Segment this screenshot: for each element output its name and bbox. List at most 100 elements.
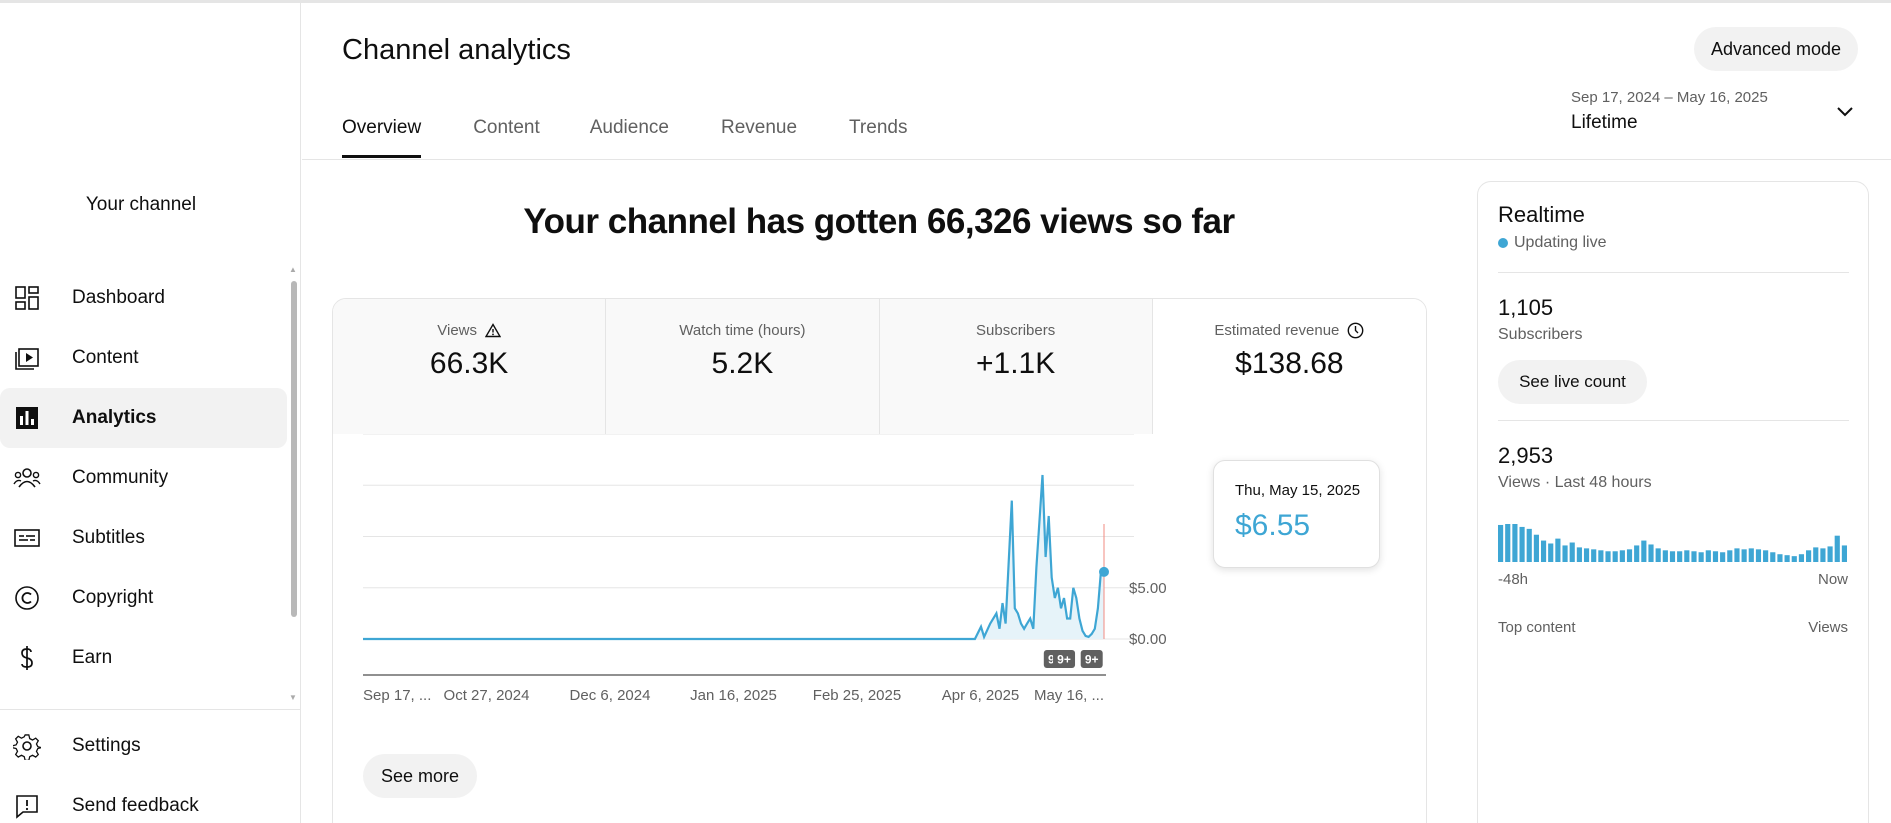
realtime-bar[interactable] — [1698, 552, 1704, 562]
chart-annotation-badge[interactable]: 9+ — [1053, 650, 1076, 668]
sidebar-item-settings[interactable]: Settings — [0, 716, 287, 776]
realtime-bar[interactable] — [1634, 545, 1640, 562]
chart-y-tick-label: $0.00 — [1129, 631, 1167, 648]
sidebar-nav: Dashboard Content Analytics Community Subtit… — [0, 268, 290, 688]
sidebar-item-label: Send feedback — [72, 795, 199, 816]
metric-subscribers[interactable]: Subscribers +1.1K — [879, 299, 1153, 434]
realtime-bar[interactable] — [1827, 546, 1833, 562]
chart-x-tick-label: Apr 6, 2025 — [942, 687, 1020, 704]
realtime-bar[interactable] — [1813, 547, 1819, 562]
realtime-bar[interactable] — [1598, 550, 1604, 562]
realtime-bar[interactable] — [1669, 551, 1676, 562]
realtime-bar[interactable] — [1533, 534, 1539, 562]
realtime-bar[interactable] — [1540, 540, 1547, 562]
clock-icon[interactable] — [1347, 322, 1364, 339]
revenue-chart[interactable]: $0.00 $5.00 Sep 17, ... Oct 27, 2024 Dec 6, … — [333, 434, 1426, 734]
realtime-views-value: 2,953 — [1498, 443, 1554, 468]
sidebar-item-label: Earn — [72, 647, 113, 668]
realtime-bar[interactable] — [1576, 547, 1582, 562]
realtime-bar[interactable] — [1841, 545, 1847, 562]
realtime-views-bar-chart[interactable] — [1498, 522, 1849, 562]
sidebar-item-dashboard[interactable]: Dashboard — [0, 268, 287, 328]
metric-label: Subscribers — [976, 322, 1056, 339]
top-divider — [0, 0, 1891, 3]
realtime-status: Updating live — [1498, 234, 1607, 252]
warning-icon[interactable] — [485, 323, 501, 338]
realtime-bar[interactable] — [1712, 551, 1719, 562]
realtime-bar[interactable] — [1763, 550, 1769, 562]
tab-revenue[interactable]: Revenue — [720, 117, 798, 138]
date-range-label: Lifetime — [1571, 112, 1638, 133]
realtime-bar[interactable] — [1705, 550, 1711, 562]
sidebar-item-subtitles[interactable]: Subtitles — [0, 508, 287, 568]
sidebar-item-send-feedback[interactable]: Send feedback — [0, 776, 287, 823]
metric-views[interactable]: Views 66.3K — [333, 299, 607, 434]
sidebar-bottom-nav: Settings Send feedback — [0, 716, 290, 823]
realtime-bar[interactable] — [1806, 550, 1812, 562]
realtime-bar[interactable] — [1526, 528, 1532, 562]
realtime-bar[interactable] — [1612, 551, 1618, 562]
realtime-bar[interactable] — [1755, 549, 1762, 562]
realtime-bar[interactable] — [1648, 544, 1654, 562]
realtime-bar[interactable] — [1498, 524, 1504, 562]
sidebar-item-copyright[interactable]: Copyright — [0, 568, 287, 628]
realtime-bar[interactable] — [1655, 548, 1661, 562]
realtime-bar[interactable] — [1820, 548, 1826, 562]
realtime-bar[interactable] — [1748, 548, 1754, 562]
realtime-bar[interactable] — [1555, 538, 1561, 562]
metric-estimated-revenue[interactable]: Estimated revenue $138.68 — [1152, 299, 1426, 434]
tab-trends[interactable]: Trends — [849, 117, 908, 138]
chart-x-tick-label: Dec 6, 2024 — [570, 687, 651, 704]
realtime-bar[interactable] — [1505, 524, 1511, 562]
realtime-bar[interactable] — [1548, 543, 1554, 562]
realtime-bar[interactable] — [1605, 551, 1611, 562]
realtime-bar[interactable] — [1777, 554, 1783, 562]
realtime-bar[interactable] — [1512, 524, 1518, 562]
realtime-bar[interactable] — [1727, 550, 1733, 562]
realtime-bar[interactable] — [1770, 552, 1776, 562]
sidebar-item-content[interactable]: Content — [0, 328, 287, 388]
sidebar-item-analytics[interactable]: Analytics — [0, 388, 287, 448]
realtime-bar[interactable] — [1798, 554, 1805, 562]
realtime-bar[interactable] — [1591, 549, 1597, 562]
realtime-bar[interactable] — [1684, 550, 1690, 562]
tab-audience[interactable]: Audience — [589, 117, 669, 138]
metric-watch-time[interactable]: Watch time (hours) 5.2K — [606, 299, 880, 434]
realtime-bar[interactable] — [1720, 552, 1726, 562]
realtime-bar[interactable] — [1626, 549, 1633, 562]
realtime-bar[interactable] — [1619, 550, 1625, 562]
see-more-button[interactable]: See more — [363, 754, 477, 798]
chart-annotation-badge[interactable]: 9+ — [1080, 650, 1103, 668]
realtime-bar[interactable] — [1562, 545, 1568, 562]
realtime-bar[interactable] — [1677, 551, 1683, 562]
content-icon — [13, 344, 41, 372]
realtime-bar[interactable] — [1784, 555, 1790, 562]
sidebar-item-earn[interactable]: Earn — [0, 628, 287, 688]
realtime-bar[interactable] — [1519, 526, 1525, 562]
realtime-bar[interactable] — [1662, 550, 1668, 562]
realtime-bar[interactable] — [1734, 548, 1740, 562]
date-range-picker[interactable]: Sep 17, 2024 – May 16, 2025 Lifetime — [1571, 89, 1861, 141]
realtime-bar[interactable] — [1641, 540, 1647, 562]
realtime-bar[interactable] — [1583, 548, 1590, 562]
sidebar-item-community[interactable]: Community — [0, 448, 287, 508]
feedback-icon — [13, 792, 41, 820]
realtime-bar[interactable] — [1834, 535, 1840, 562]
realtime-bar[interactable] — [1691, 551, 1697, 562]
realtime-subscribers-label: Subscribers — [1498, 326, 1583, 343]
sidebar-scrollbar[interactable] — [291, 281, 297, 617]
scroll-down-arrow[interactable]: ▼ — [289, 693, 297, 702]
chart-x-tick-label: Sep 17, ... — [363, 687, 431, 704]
sidebar-item-label: Content — [72, 347, 139, 368]
realtime-bar[interactable] — [1569, 542, 1575, 562]
tab-content[interactable]: Content — [473, 117, 540, 138]
advanced-mode-button[interactable]: Advanced mode — [1694, 27, 1858, 71]
realtime-bar[interactable] — [1741, 549, 1747, 562]
realtime-bar[interactable] — [1791, 556, 1797, 562]
see-live-count-button[interactable]: See live count — [1498, 360, 1647, 404]
metric-value: 5.2K — [711, 347, 774, 380]
metric-value: +1.1K — [976, 347, 1056, 380]
tab-overview[interactable]: Overview — [342, 117, 422, 158]
channel-label[interactable]: Your channel — [85, 194, 197, 215]
scroll-up-arrow[interactable]: ▲ — [289, 265, 297, 274]
